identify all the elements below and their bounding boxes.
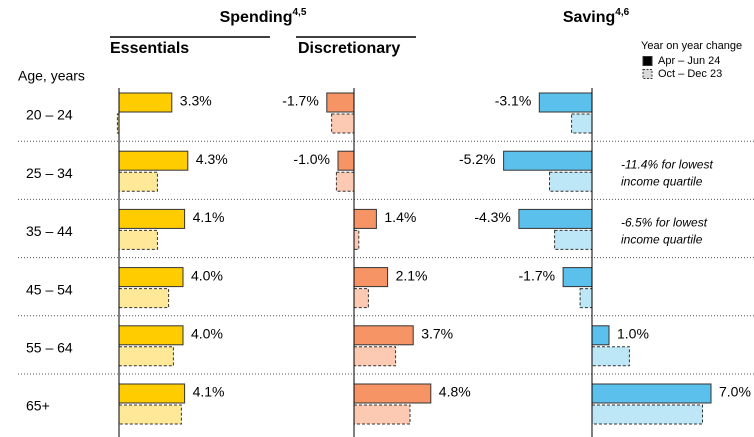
- category-label: 55 – 64: [26, 340, 73, 356]
- bar: [118, 325, 184, 346]
- annotation: -6.5% for lowest: [621, 216, 708, 230]
- group-title-superscript: 4,6: [615, 7, 629, 18]
- bar: [591, 383, 712, 404]
- bar: [353, 325, 414, 346]
- panel-title: Essentials: [110, 40, 189, 57]
- bar: [518, 208, 593, 229]
- category-label: 20 – 24: [26, 107, 73, 123]
- value-label: 7.0%: [719, 384, 751, 400]
- bar: [538, 92, 593, 113]
- group-title-superscript: 4,5: [292, 7, 306, 18]
- bar: [335, 171, 355, 192]
- bar: [554, 229, 593, 250]
- bar: [591, 346, 630, 367]
- value-label: 4.0%: [191, 267, 223, 283]
- bar: [549, 171, 593, 192]
- group-title: Saving4,6: [563, 7, 630, 27]
- bar: [591, 325, 610, 346]
- value-label: 4.0%: [191, 326, 223, 342]
- bar: [353, 404, 411, 425]
- value-label: 3.7%: [421, 326, 453, 342]
- bar: [118, 208, 186, 229]
- bar: [353, 267, 389, 288]
- bar: [118, 92, 173, 113]
- bar: [571, 113, 593, 134]
- group-title-text: Saving: [563, 9, 615, 26]
- bar: [353, 229, 360, 250]
- value-label: -1.0%: [293, 151, 330, 167]
- group-title-text: Spending: [220, 9, 293, 26]
- bar: [579, 288, 593, 309]
- bar: [353, 383, 432, 404]
- category-label: 35 – 44: [26, 223, 73, 239]
- legend-swatch: [642, 69, 653, 79]
- legend-title: Year on year change: [641, 40, 742, 52]
- bar: [562, 267, 593, 288]
- panel-title: Discretionary: [298, 40, 400, 57]
- category-label: 45 – 54: [26, 281, 73, 297]
- bar: [353, 346, 397, 367]
- category-label: 65+: [26, 398, 50, 414]
- bar: [503, 150, 593, 171]
- bar: [353, 288, 369, 309]
- bar: [118, 404, 182, 425]
- bar: [118, 150, 189, 171]
- annotation: income quartile: [621, 174, 703, 188]
- value-label: 4.1%: [193, 384, 225, 400]
- value-label: 3.3%: [180, 93, 212, 109]
- value-label: 2.1%: [396, 267, 428, 283]
- bar: [337, 150, 355, 171]
- bar: [118, 267, 184, 288]
- bar: [591, 404, 703, 425]
- value-label: -1.7%: [519, 267, 556, 283]
- category-label: 25 – 34: [26, 165, 73, 181]
- value-label: 4.8%: [439, 384, 471, 400]
- bar: [326, 92, 355, 113]
- group-title: Spending4,5: [220, 7, 307, 27]
- annotation: -11.4% for lowest: [621, 157, 713, 171]
- value-label: -4.3%: [474, 209, 511, 225]
- value-label: -3.1%: [495, 93, 532, 109]
- bar: [118, 229, 158, 250]
- value-label: 4.3%: [196, 151, 228, 167]
- annotation: income quartile: [621, 233, 703, 247]
- bar: [353, 208, 377, 229]
- bar: [118, 288, 170, 309]
- bar: [331, 113, 355, 134]
- value-label: -5.2%: [459, 151, 496, 167]
- value-label: 1.0%: [617, 326, 649, 342]
- value-label: 4.1%: [193, 209, 225, 225]
- bar: [118, 346, 174, 367]
- value-label: -1.7%: [282, 93, 319, 109]
- legend-swatch: [642, 56, 653, 66]
- legend-label: Oct – Dec 23: [658, 68, 722, 80]
- legend-label: Apr – Jun 24: [658, 55, 720, 67]
- bar: [118, 383, 186, 404]
- bar: [118, 171, 158, 192]
- y-axis-label: Age, years: [18, 68, 85, 84]
- value-label: 1.4%: [384, 209, 416, 225]
